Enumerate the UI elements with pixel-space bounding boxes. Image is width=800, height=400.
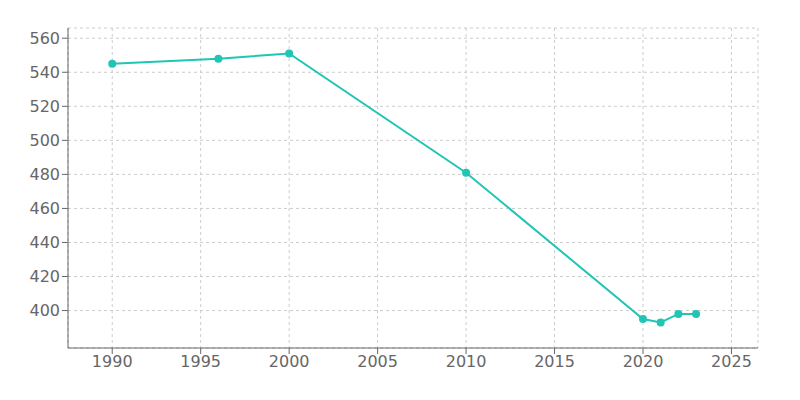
svg-text:480: 480 bbox=[29, 165, 60, 184]
svg-text:540: 540 bbox=[29, 63, 60, 82]
svg-text:520: 520 bbox=[29, 97, 60, 116]
svg-text:440: 440 bbox=[29, 233, 60, 252]
svg-text:500: 500 bbox=[29, 131, 60, 150]
svg-text:560: 560 bbox=[29, 29, 60, 48]
svg-text:2005: 2005 bbox=[357, 352, 398, 371]
svg-text:2025: 2025 bbox=[711, 352, 752, 371]
svg-text:1995: 1995 bbox=[180, 352, 221, 371]
svg-text:2000: 2000 bbox=[269, 352, 310, 371]
svg-text:2010: 2010 bbox=[446, 352, 487, 371]
svg-text:2015: 2015 bbox=[534, 352, 575, 371]
svg-text:2020: 2020 bbox=[623, 352, 664, 371]
svg-text:460: 460 bbox=[29, 199, 60, 218]
svg-text:400: 400 bbox=[29, 301, 60, 320]
svg-text:1990: 1990 bbox=[92, 352, 133, 371]
svg-text:420: 420 bbox=[29, 267, 60, 286]
